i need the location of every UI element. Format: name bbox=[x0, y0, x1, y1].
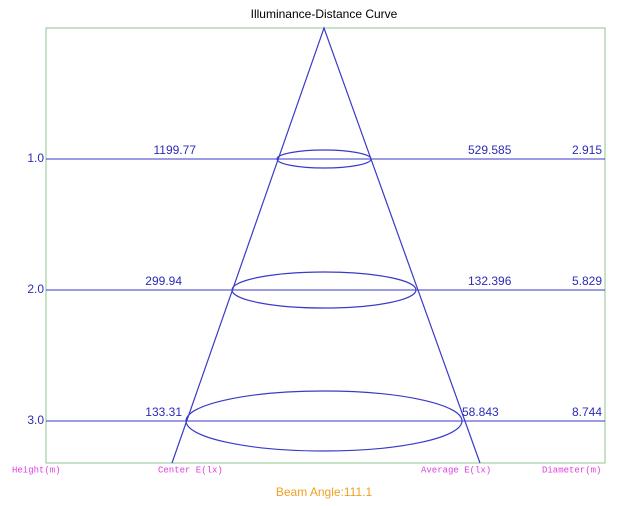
center-e: 1199.77 bbox=[154, 143, 197, 157]
center-e: 133.31 bbox=[145, 405, 182, 419]
height-label: 1.0 bbox=[27, 151, 44, 165]
beam-angle: Beam Angle:111.1 bbox=[276, 485, 373, 499]
diameter: 5.829 bbox=[572, 274, 602, 288]
plot-frame bbox=[45, 27, 606, 464]
diameter: 2.915 bbox=[572, 143, 602, 157]
beam-cone bbox=[171, 26, 481, 464]
height-label: 2.0 bbox=[27, 282, 44, 296]
beam-ellipse bbox=[185, 390, 463, 452]
diameter-header: Diameter(m) bbox=[542, 465, 601, 475]
beam-ellipse bbox=[231, 271, 417, 309]
center-e: 299.94 bbox=[145, 274, 182, 288]
average-e: 132.396 bbox=[468, 274, 512, 288]
title: Illuminance-Distance Curve bbox=[251, 7, 398, 21]
average-header: Average E(lx) bbox=[421, 465, 491, 475]
beam-ellipse bbox=[276, 149, 372, 169]
center-header: Center E(lx) bbox=[158, 465, 223, 475]
height-label: 3.0 bbox=[27, 413, 44, 427]
average-e: 58.843 bbox=[462, 405, 499, 419]
height-header: Height(m) bbox=[12, 465, 61, 475]
diameter: 8.744 bbox=[572, 405, 602, 419]
average-e: 529.585 bbox=[468, 143, 512, 157]
